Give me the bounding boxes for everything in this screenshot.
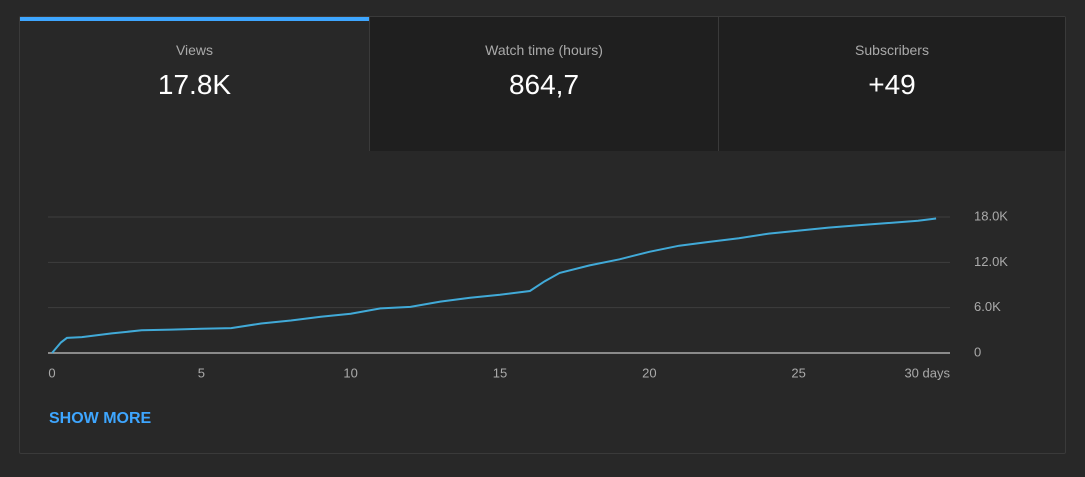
tab[interactable]: Subscribers +49 bbox=[718, 17, 1065, 151]
tab-label: Views bbox=[175, 42, 214, 58]
show-more-link[interactable]: SHOW MORE bbox=[49, 410, 152, 427]
x-tick-label: 15 bbox=[493, 365, 507, 380]
analytics-card: Views 17.8K Watch time (hours) 864,7 Sub… bbox=[19, 16, 1066, 454]
tab[interactable]: Views 17.8K bbox=[20, 17, 369, 151]
tab-value: +49 bbox=[868, 69, 916, 100]
views-line bbox=[51, 217, 937, 354]
x-tick-label: 25 bbox=[791, 365, 805, 380]
tab-label: Subscribers bbox=[855, 42, 929, 58]
tab-label: Watch time (hours) bbox=[485, 42, 603, 58]
x-tick-label: 30 days bbox=[904, 365, 950, 380]
x-tick-label: 5 bbox=[198, 365, 205, 380]
tab[interactable]: Watch time (hours) 864,7 bbox=[369, 17, 718, 151]
x-tick-label: 10 bbox=[343, 365, 357, 380]
tab-value: 17.8K bbox=[157, 69, 232, 100]
x-tick-label: 20 bbox=[642, 365, 656, 380]
tab-value: 864,7 bbox=[508, 69, 580, 100]
y-tick-label: 6.0K bbox=[974, 299, 1001, 314]
x-tick-label: 0 bbox=[48, 365, 55, 380]
y-tick-label: 12.0K bbox=[974, 254, 1008, 269]
y-tick-label: 0 bbox=[974, 344, 981, 359]
y-tick-label: 18.0K bbox=[974, 208, 1008, 223]
chart: 0 6.0K 12.0K 18.0K 0 5 10 15 20 25 30 days bbox=[48, 208, 1008, 380]
